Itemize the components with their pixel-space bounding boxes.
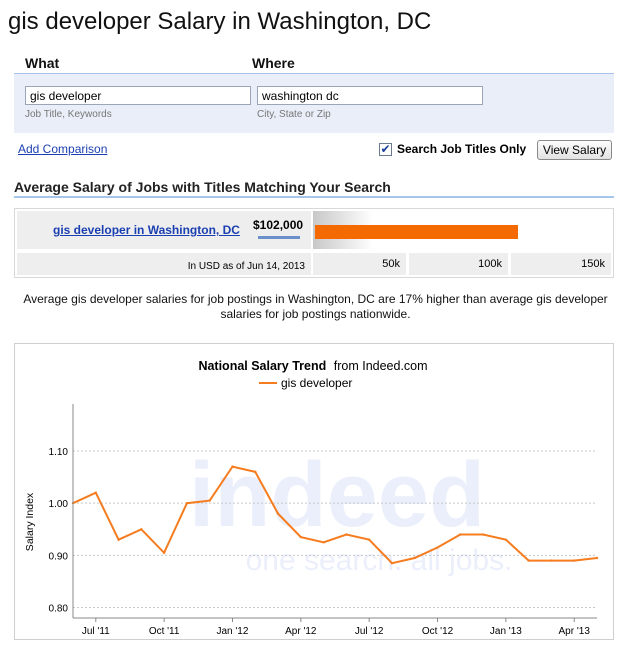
series-point	[140, 528, 143, 531]
salary-label-cell	[17, 211, 311, 249]
currency-note-cell	[17, 253, 311, 275]
series-point	[208, 499, 211, 502]
y-tick-label: 0.90	[49, 551, 69, 562]
salary-trend-svg: National Salary Trend from Indeed.com gi…	[24, 359, 599, 637]
series-line-gis-developer	[72, 465, 598, 565]
x-tick-label: Jul '12	[355, 626, 384, 637]
currency-note: In USD as of Jun 14, 2013	[187, 261, 305, 272]
salary-tick-label: 150k	[581, 258, 605, 270]
x-tick-label: Oct '11	[149, 626, 180, 637]
x-tick-label: Apr '13	[559, 626, 591, 637]
section-divider	[14, 196, 614, 198]
x-tick-label: Jul '11	[82, 626, 110, 637]
series-point	[345, 533, 348, 536]
x-tick-label: Jan '12	[217, 626, 249, 637]
series-point	[367, 538, 371, 541]
tick-cell: 50k	[313, 253, 406, 275]
series-point	[231, 465, 234, 468]
tick-cell: 150k	[511, 253, 611, 275]
salary-search-panel: What Where gis developer washington dc J…	[14, 51, 614, 133]
series-point	[185, 501, 189, 505]
legend-label: gis developer	[281, 376, 352, 390]
chart-title-suffix: from Indeed.com	[334, 359, 428, 373]
job-titles-only-checkbox[interactable]: ✔	[379, 142, 392, 156]
salary-bar	[315, 225, 518, 239]
job-location-link[interactable]: gis developer in Washington, DC	[53, 223, 240, 237]
search-panel-header: What Where	[14, 51, 614, 73]
chart-title-main: National Salary Trend	[198, 359, 326, 373]
series-point	[117, 538, 120, 541]
series-point	[299, 535, 303, 539]
series-point	[527, 559, 530, 562]
salary-amount: $102,000	[253, 218, 304, 232]
what-label: What	[25, 55, 60, 71]
salary-tick-label: 100k	[478, 258, 502, 270]
where-input[interactable]: washington dc	[257, 86, 483, 105]
x-tick-label: Oct '12	[422, 626, 454, 637]
series-point	[162, 551, 166, 554]
series-point	[322, 541, 325, 544]
series-point	[254, 470, 257, 474]
search-panel-divider	[14, 73, 614, 74]
where-label: Where	[252, 55, 295, 71]
series-point	[459, 533, 462, 536]
x-tick-label: Apr '12	[285, 626, 317, 637]
series-point	[573, 559, 576, 562]
what-input[interactable]: gis developer	[25, 86, 251, 105]
where-hint: City, State or Zip	[257, 109, 331, 120]
series-point	[94, 491, 97, 494]
add-comparison-link[interactable]: Add Comparison	[18, 142, 108, 156]
view-salary-button[interactable]: View Salary	[537, 140, 612, 160]
salary-summary-box: gis developer in Washington, DC $102,000…	[14, 208, 614, 278]
indeed-watermark: indeed one search. all jobs.	[189, 444, 513, 577]
job-titles-only-label: Search Job Titles Only	[397, 142, 527, 156]
y-axis-label: Salary Index	[24, 492, 36, 551]
salary-trend-chart: National Salary Trend from Indeed.com gi…	[14, 343, 614, 640]
watermark-logo: indeed	[189, 444, 485, 546]
y-tick-label: 0.80	[49, 604, 69, 615]
salary-amount-underline	[258, 236, 300, 239]
series-point	[436, 546, 439, 549]
salary-comparison-text: Average gis developer salaries for job p…	[23, 292, 608, 321]
what-hint: Job Title, Keywords	[25, 109, 112, 120]
x-tick-label: Jan '13	[490, 626, 522, 637]
section-title: Average Salary of Jobs with Titles Match…	[14, 179, 391, 195]
series-point	[504, 538, 508, 541]
series-point	[390, 561, 394, 565]
chart-title: National Salary Trend from Indeed.com	[198, 359, 427, 373]
series-point	[550, 559, 553, 562]
series-point	[481, 533, 485, 536]
series-point	[413, 556, 416, 560]
y-tick-label: 1.00	[49, 499, 69, 510]
page-title: gis developer Salary in Washington, DC	[8, 8, 432, 35]
tick-cell: 100k	[409, 253, 508, 275]
series-point	[276, 512, 280, 515]
y-tick-label: 1.10	[49, 447, 69, 458]
series-point	[595, 556, 599, 560]
salary-tick-label: 50k	[382, 258, 400, 270]
